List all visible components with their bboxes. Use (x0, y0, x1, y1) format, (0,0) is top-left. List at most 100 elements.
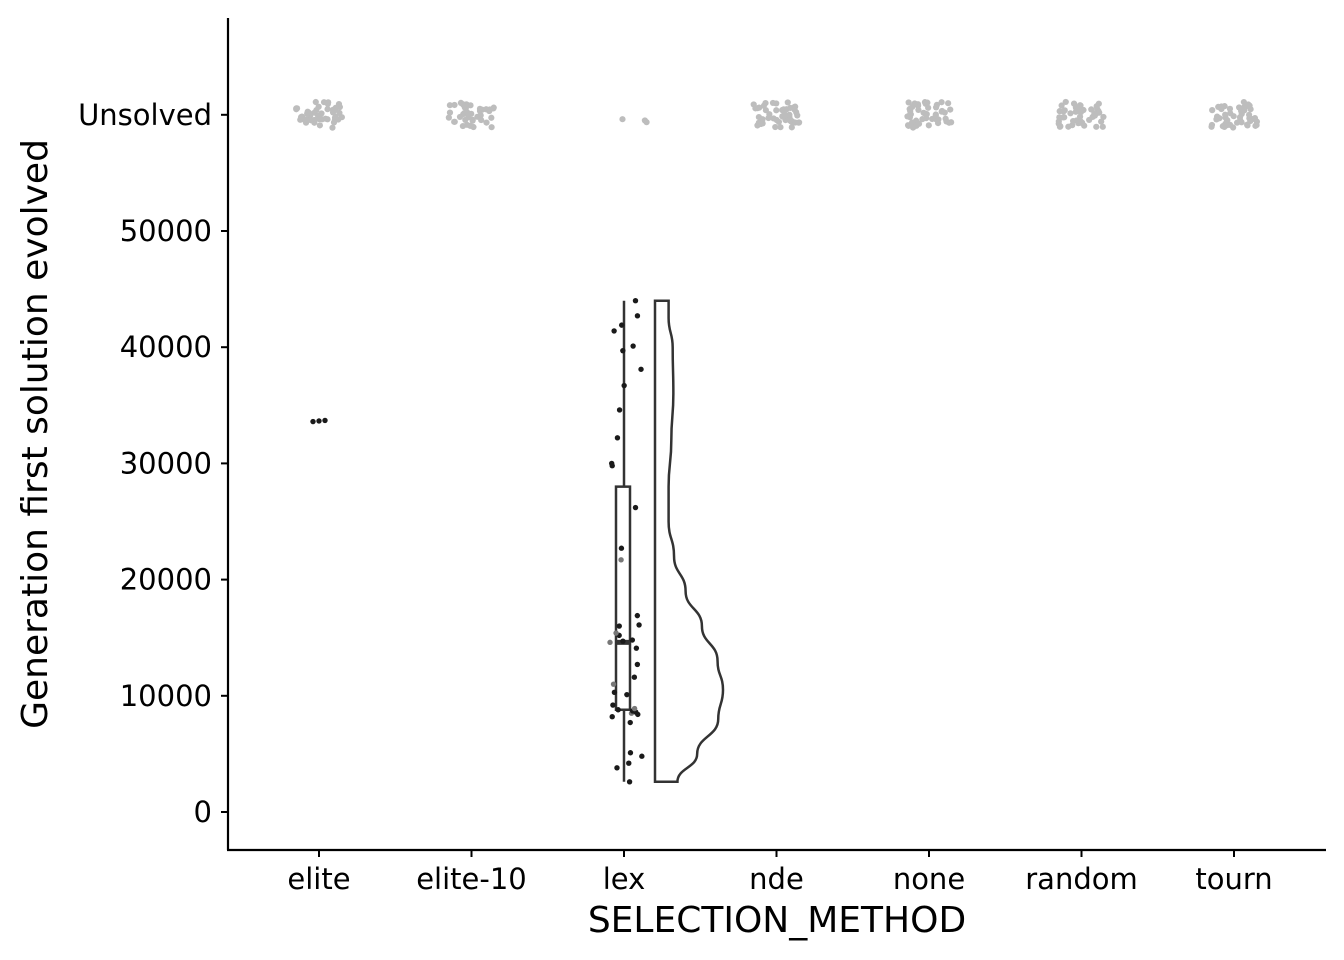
data-point-lex (624, 691, 630, 698)
unsolved-point-elite-10 (445, 114, 452, 121)
x-ticks: elite elite-10 lex nde none random tourn (287, 850, 1273, 896)
unsolved-point-elite-10 (463, 121, 471, 128)
unsolved-point-none (907, 108, 914, 115)
data-point-lex (611, 689, 618, 696)
unsolved-point-elite-10 (465, 114, 472, 121)
data-point-lex (632, 298, 639, 304)
unsolved-point-nde (788, 124, 795, 131)
unsolved-point-none (904, 122, 912, 129)
data-point-lex (639, 753, 645, 759)
y-tick-label: 20000 (120, 563, 212, 597)
unsolved-point-none (932, 104, 940, 111)
unsolved-point-nde (765, 114, 772, 122)
unsolved-point-random (1058, 102, 1065, 109)
data-point-elite (322, 417, 328, 424)
unsolved-point-tourn (1226, 105, 1234, 112)
data-point-lex (631, 705, 638, 712)
y-axis-title: Generation first solution evolved (15, 139, 56, 729)
unsolved-point-none (938, 99, 945, 106)
data-point-lex (613, 630, 619, 636)
unsolved-point-elite-10 (462, 103, 469, 110)
unsolved-point-nde (757, 120, 765, 128)
y-tick-label: 0 (194, 795, 212, 829)
data-point-lex (634, 612, 641, 619)
data-point-lex (620, 638, 626, 644)
axes (226, 18, 1326, 852)
y-tick-label: 30000 (120, 446, 212, 480)
y-tick-label: 50000 (120, 214, 212, 248)
x-tick-label: nde (749, 862, 804, 896)
x-tick-label: elite-10 (416, 862, 527, 896)
x-tick-label: none (893, 862, 965, 896)
unsolved-point-random (1096, 109, 1103, 116)
unsolved-point-nde (783, 106, 790, 113)
unsolved-point-elite (318, 110, 325, 117)
data-point-lex (630, 343, 636, 349)
unsolved-point-elite-10 (483, 119, 490, 126)
x-tick-label: elite (287, 862, 350, 896)
unsolved-point-elite (324, 100, 331, 108)
data-point-lex (608, 460, 615, 467)
unsolved-point-random (1062, 98, 1069, 106)
unsolved-point-elite-10 (456, 113, 464, 121)
data-point-lex (610, 681, 617, 687)
unsolved-point-none (905, 99, 912, 106)
unsolved-point-tourn (1208, 123, 1215, 130)
data-point-elite (310, 418, 316, 425)
data-point-lex (618, 545, 625, 551)
unsolved-point-elite (313, 107, 320, 114)
unsolved-point-random (1093, 123, 1100, 130)
unsolved-point-tourn (1245, 111, 1253, 118)
unsolved-point-tourn (1251, 114, 1259, 122)
unsolved-point-random (1091, 110, 1098, 117)
unsolved-point-elite-10 (474, 113, 481, 120)
unsolved-point-tourn (1244, 121, 1251, 128)
unsolved-point-nde (772, 123, 779, 131)
data-point-lex (627, 750, 634, 756)
data-point-lex (636, 622, 642, 628)
data-point-lex (609, 714, 615, 720)
unsolved-point-random (1078, 119, 1086, 126)
data-point-lex (638, 366, 644, 372)
y-tick-label-unsolved: Unsolved (78, 98, 212, 132)
data-point-lex (614, 765, 620, 771)
data-point-lex (627, 719, 633, 726)
y-tick-label: 40000 (120, 330, 212, 364)
plot-marks (293, 98, 1261, 785)
unsolved-point-none (932, 112, 939, 119)
unsolved-point-tourn (1240, 98, 1247, 106)
y-ticks: 0 10000 20000 30000 40000 50000 Unsolved (78, 98, 228, 829)
unsolved-point-tourn (1230, 124, 1237, 131)
unsolved-point-elite (293, 105, 300, 112)
data-point-lex (621, 382, 627, 389)
unsolved-point-none (943, 118, 950, 125)
unsolved-point-elite-10 (486, 106, 493, 113)
unsolved-point-nde (769, 99, 777, 107)
unsolved-point-tourn (1221, 123, 1228, 130)
unsolved-point-none (913, 122, 920, 129)
unsolved-point-elite (335, 116, 342, 123)
data-point-lex (634, 661, 641, 668)
unsolved-point-elite-10 (451, 118, 458, 125)
unsolved-point-nde (777, 124, 784, 131)
unsolved-point-lex (643, 119, 650, 126)
unsolved-point-tourn (1209, 107, 1216, 114)
unsolved-point-elite-10 (457, 99, 465, 107)
x-tick-label: lex (603, 862, 646, 896)
unsolved-point-lex (619, 116, 626, 123)
data-point-lex (611, 328, 617, 334)
unsolved-point-elite-10 (451, 101, 458, 109)
unsolved-point-random (1075, 106, 1082, 113)
unsolved-point-random (1095, 100, 1102, 107)
unsolved-point-random (1076, 113, 1084, 120)
unsolved-point-random (1056, 108, 1063, 115)
unsolved-point-none (911, 100, 918, 107)
unsolved-point-elite (329, 124, 336, 131)
unsolved-point-elite (324, 106, 331, 113)
data-point-lex (629, 637, 636, 643)
unsolved-point-none (915, 106, 922, 114)
unsolved-point-elite (307, 117, 314, 124)
unsolved-point-random (1061, 107, 1068, 114)
unsolved-point-nde (762, 99, 769, 107)
unsolved-point-none (945, 100, 952, 107)
